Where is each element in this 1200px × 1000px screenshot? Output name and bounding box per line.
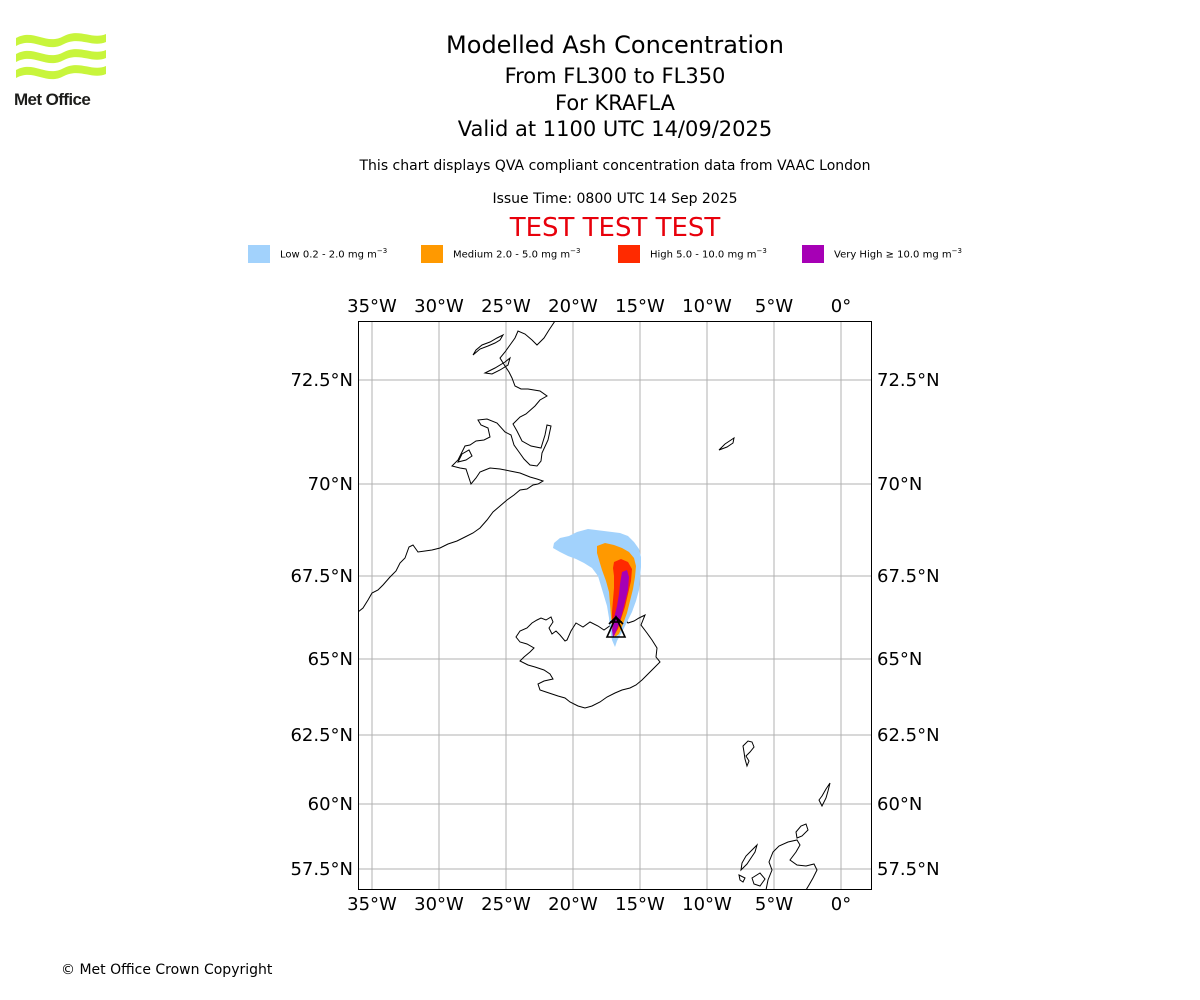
- lon-label: 0°: [831, 894, 851, 915]
- lat-label: 62.5°N: [877, 725, 940, 746]
- lat-label: 70°N: [877, 474, 922, 495]
- outer-hebrides: [738, 874, 746, 883]
- lat-label: 62.5°N: [290, 725, 353, 746]
- lat-label: 65°N: [877, 649, 922, 670]
- chart-title: Modelled Ash Concentration: [446, 31, 784, 59]
- logo-text: Met Office: [14, 90, 91, 109]
- legend-item-very-high: Very High ≥ 10.0 mg m−3: [802, 245, 962, 263]
- valid-time: Valid at 1100 UTC 14/09/2025: [457, 117, 773, 141]
- ash-plume: [553, 529, 641, 647]
- map-frame: [358, 321, 872, 890]
- flight-level-range: From FL300 to FL350: [504, 64, 726, 88]
- legend-label: Very High ≥ 10.0 mg m−3: [834, 247, 962, 261]
- lat-label: 57.5°N: [290, 859, 353, 880]
- scotland-coast: [765, 839, 818, 890]
- lon-label: 25°W: [481, 296, 531, 317]
- lat-label: 72.5°N: [290, 370, 353, 391]
- outer-hebrides: [740, 843, 759, 872]
- met-office-logo: Met Office: [14, 30, 108, 114]
- legend-swatch: [248, 245, 270, 263]
- lon-label: 30°W: [414, 894, 464, 915]
- coastlines: [358, 321, 831, 890]
- lon-label: 15°W: [615, 296, 665, 317]
- greenland-island: [483, 356, 511, 375]
- jan-mayen: [718, 436, 735, 451]
- volcano-marker-icon: [605, 615, 627, 638]
- legend-label: Medium 2.0 - 5.0 mg m−3: [453, 247, 581, 261]
- lat-label: 65°N: [308, 649, 353, 670]
- ash-very-high: [612, 570, 629, 638]
- volcano-name: For KRAFLA: [555, 91, 675, 115]
- legend-item-low: Low 0.2 - 2.0 mg m−3: [248, 245, 387, 263]
- lat-label: 60°N: [877, 794, 922, 815]
- lon-label: 35°W: [347, 894, 397, 915]
- legend-label: High 5.0 - 10.0 mg m−3: [650, 247, 767, 261]
- lon-label: 30°W: [414, 296, 464, 317]
- lon-label: 5°W: [755, 894, 793, 915]
- lon-label: 10°W: [682, 894, 732, 915]
- lat-label: 60°N: [308, 794, 353, 815]
- shetland-islands: [818, 782, 831, 808]
- test-banner: TEST TEST TEST: [509, 213, 721, 243]
- legend-item-medium: Medium 2.0 - 5.0 mg m−3: [421, 245, 580, 263]
- lon-label: 15°W: [615, 894, 665, 915]
- faroe-islands: [742, 740, 755, 768]
- lon-label: 20°W: [548, 894, 598, 915]
- met-office-waves-icon: [16, 33, 106, 80]
- lat-label: 70°N: [308, 474, 353, 495]
- legend-swatch: [421, 245, 443, 263]
- greenland-island: [472, 333, 505, 356]
- greenland-coast: [358, 321, 556, 613]
- compliance-note: This chart displays QVA compliant concen…: [359, 158, 871, 174]
- greenland-island: [457, 449, 473, 463]
- inner-hebrides: [751, 872, 766, 887]
- legend-swatch: [802, 245, 824, 263]
- lat-label: 72.5°N: [877, 370, 940, 391]
- legend-item-high: High 5.0 - 10.0 mg m−3: [618, 245, 767, 263]
- lat-label: 67.5°N: [290, 566, 353, 587]
- lon-label: 10°W: [682, 296, 732, 317]
- legend-label: Low 0.2 - 2.0 mg m−3: [280, 247, 388, 261]
- lon-label: 0°: [831, 296, 851, 317]
- lon-label: 25°W: [481, 894, 531, 915]
- lon-labels-top: 35°W 30°W 25°W 20°W 15°W 10°W 5°W 0°: [347, 296, 851, 317]
- lon-label: 35°W: [347, 296, 397, 317]
- lon-labels-bottom: 35°W 30°W 25°W 20°W 15°W 10°W 5°W 0°: [347, 894, 851, 915]
- iceland-coast: [515, 613, 661, 709]
- legend-swatch: [618, 245, 640, 263]
- lat-labels-left: 72.5°N 70°N 67.5°N 65°N 62.5°N 60°N 57.5°N: [290, 370, 353, 880]
- copyright: © Met Office Crown Copyright: [61, 962, 273, 978]
- graticule: [359, 322, 871, 889]
- lon-label: 20°W: [548, 296, 598, 317]
- lon-label: 5°W: [755, 296, 793, 317]
- orkney-islands: [795, 823, 809, 839]
- lat-label: 67.5°N: [877, 566, 940, 587]
- lat-label: 57.5°N: [877, 859, 940, 880]
- issue-time: Issue Time: 0800 UTC 14 Sep 2025: [492, 191, 738, 207]
- lat-labels-right: 72.5°N 70°N 67.5°N 65°N 62.5°N 60°N 57.5°N: [877, 370, 940, 880]
